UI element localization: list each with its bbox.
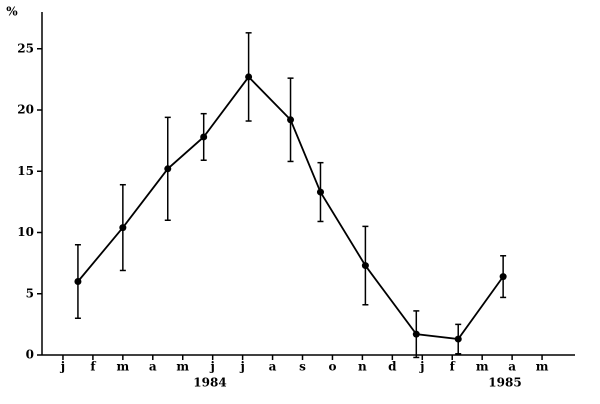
x-tick-label: j: [239, 360, 244, 374]
data-point: [74, 278, 82, 285]
x-tick-label: f: [450, 360, 456, 374]
y-axis-label: %: [6, 5, 18, 19]
year-label: 1984: [193, 376, 226, 390]
data-point: [361, 262, 369, 270]
x-tick-label: j: [210, 360, 215, 374]
y-tick-label: 25: [17, 41, 34, 55]
y-tick-label: 20: [17, 103, 34, 117]
data-point: [412, 330, 420, 338]
x-tick-label: d: [388, 360, 397, 374]
y-tick-label: 15: [17, 164, 34, 178]
x-tick-label: m: [116, 360, 129, 374]
x-tick-label: o: [328, 360, 336, 374]
y-tick-label: 10: [17, 225, 34, 239]
x-tick-label: s: [299, 360, 306, 374]
data-point: [245, 73, 253, 81]
x-tick-label: j: [419, 360, 424, 374]
data-point: [287, 116, 295, 124]
year-label: 1985: [488, 376, 521, 390]
y-tick-label: 5: [26, 286, 34, 300]
data-point: [316, 188, 324, 196]
x-tick-label: f: [90, 360, 96, 374]
data-point: [454, 335, 462, 343]
data-point: [164, 165, 172, 173]
data-point: [119, 224, 127, 232]
x-tick-label: n: [358, 360, 367, 374]
x-tick-label: m: [476, 360, 489, 374]
x-tick-label: m: [176, 360, 189, 374]
x-tick-label: a: [149, 360, 157, 374]
x-tick-label: a: [508, 360, 516, 374]
data-point: [200, 133, 208, 141]
x-tick-label: a: [269, 360, 277, 374]
x-tick-label: j: [60, 360, 65, 374]
y-tick-label: 0: [26, 348, 34, 362]
x-tick-label: m: [536, 360, 549, 374]
data-point: [499, 273, 507, 281]
